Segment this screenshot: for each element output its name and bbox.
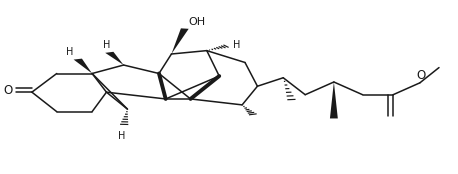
Polygon shape xyxy=(330,82,338,118)
Text: O: O xyxy=(3,84,12,97)
Text: H: H xyxy=(233,40,240,50)
Polygon shape xyxy=(171,28,189,54)
Polygon shape xyxy=(105,52,124,65)
Text: O: O xyxy=(416,69,425,82)
Polygon shape xyxy=(74,59,92,73)
Text: H: H xyxy=(118,131,125,141)
Text: H: H xyxy=(104,40,111,50)
Text: H: H xyxy=(66,47,73,57)
Text: OH: OH xyxy=(188,17,206,27)
